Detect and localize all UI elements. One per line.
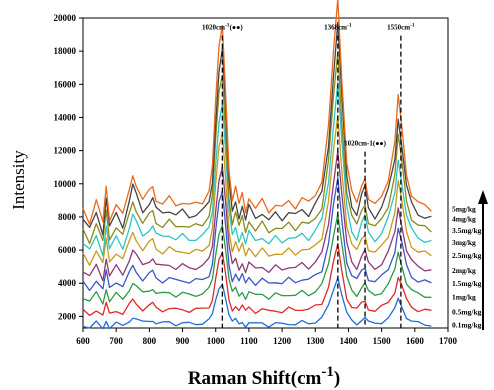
y-tick-label: 4000 — [58, 278, 77, 288]
x-tick-label: 1300 — [306, 336, 325, 346]
legend-entry: 2.5mg/kg — [452, 251, 482, 260]
x-axis-title-superscript: -1 — [321, 364, 334, 380]
y-tick-label: 18000 — [54, 46, 77, 56]
y-axis-ticks: 2000 4000 6000 8000 10000 12000 14000 16000 1800… — [54, 13, 83, 321]
series-line — [82, 21, 432, 236]
peak-label: 1550cm-1 — [387, 23, 415, 32]
plot-frame — [82, 17, 449, 329]
series-line — [82, 277, 432, 330]
peak-label: 1020cm-1(●●) — [202, 23, 243, 32]
series-line — [82, 243, 432, 317]
legend-entry: 0.5mg/kg — [452, 307, 482, 316]
arrow-head — [478, 190, 488, 204]
x-tick-label: 700 — [109, 336, 123, 346]
peak-label-superscript: -1 — [410, 23, 415, 29]
legend-entry: 4mg/kg — [452, 215, 476, 224]
legend-entry: 3.5mg/kg — [452, 226, 482, 235]
series-line — [82, 81, 432, 257]
x-axis-ticks: 600 700 800 900 1000 1100 1200 1300 1400 1500 1600… — [76, 328, 458, 346]
x-tick-label: 600 — [76, 336, 90, 346]
series-line — [82, 177, 432, 292]
y-tick-label: 8000 — [58, 212, 77, 222]
series-layer — [82, 0, 432, 330]
legend-entry: 0.1mg/kg — [452, 321, 482, 330]
series-line — [82, 213, 432, 305]
peak-label-superscript: -1 — [347, 23, 352, 29]
x-tick-label: 1200 — [273, 336, 292, 346]
y-tick-label: 2000 — [58, 311, 77, 321]
peak-label-text: 1550cm — [387, 24, 410, 32]
x-tick-label: 1100 — [240, 336, 258, 346]
x-tick-label: 1000 — [207, 336, 226, 346]
y-tick-label: 20000 — [54, 13, 77, 23]
legend-entry: 1mg/kg — [452, 293, 476, 302]
series-line — [82, 149, 432, 282]
x-tick-label: 1500 — [373, 336, 392, 346]
x-axis-title: Raman Shift(cm-1) — [188, 364, 340, 389]
y-tick-label: 14000 — [54, 112, 77, 122]
series-line — [82, 114, 432, 266]
legend-entry: 2mg/kg — [452, 266, 476, 275]
peak-label-text: 1020cm-1 — [344, 140, 373, 148]
y-tick-label: 10000 — [54, 179, 77, 189]
y-axis-title: Intensity — [9, 150, 28, 210]
x-tick-label: 800 — [143, 336, 157, 346]
y-tick-label: 12000 — [54, 146, 77, 156]
y-tick-label: 16000 — [54, 79, 77, 89]
peak-label-suffix: (●●) — [230, 24, 244, 32]
series-line — [82, 0, 432, 225]
legend-entry: 5mg/kg — [452, 205, 476, 214]
x-axis-title-close: ) — [334, 368, 340, 389]
legend-entry: 1.5mg/kg — [452, 279, 482, 288]
legend: 0.1mg/kg 0.5mg/kg 1mg/kg 1.5mg/kg 2mg/kg 2.5m… — [452, 205, 482, 330]
concentration-arrow — [478, 190, 488, 330]
peak-label-suffix: (●●) — [373, 140, 387, 148]
peak-label-superscript: -1 — [225, 23, 230, 29]
y-tick-label: 6000 — [58, 245, 77, 255]
peak-label: 1368cm-1 — [324, 23, 352, 32]
peak-label-text: 1368cm — [324, 24, 347, 32]
peak-label: 1020cm-1(●●) — [344, 140, 387, 148]
x-tick-label: 1600 — [406, 336, 425, 346]
peak-label-text: 1020cm — [202, 24, 225, 32]
legend-entry: 3mg/kg — [452, 238, 476, 247]
x-tick-label: 900 — [176, 336, 190, 346]
x-tick-label: 1700 — [439, 336, 458, 346]
series-line — [82, 51, 432, 245]
x-tick-label: 1400 — [339, 336, 358, 346]
x-axis-title-main: Raman Shift(cm — [188, 368, 322, 389]
